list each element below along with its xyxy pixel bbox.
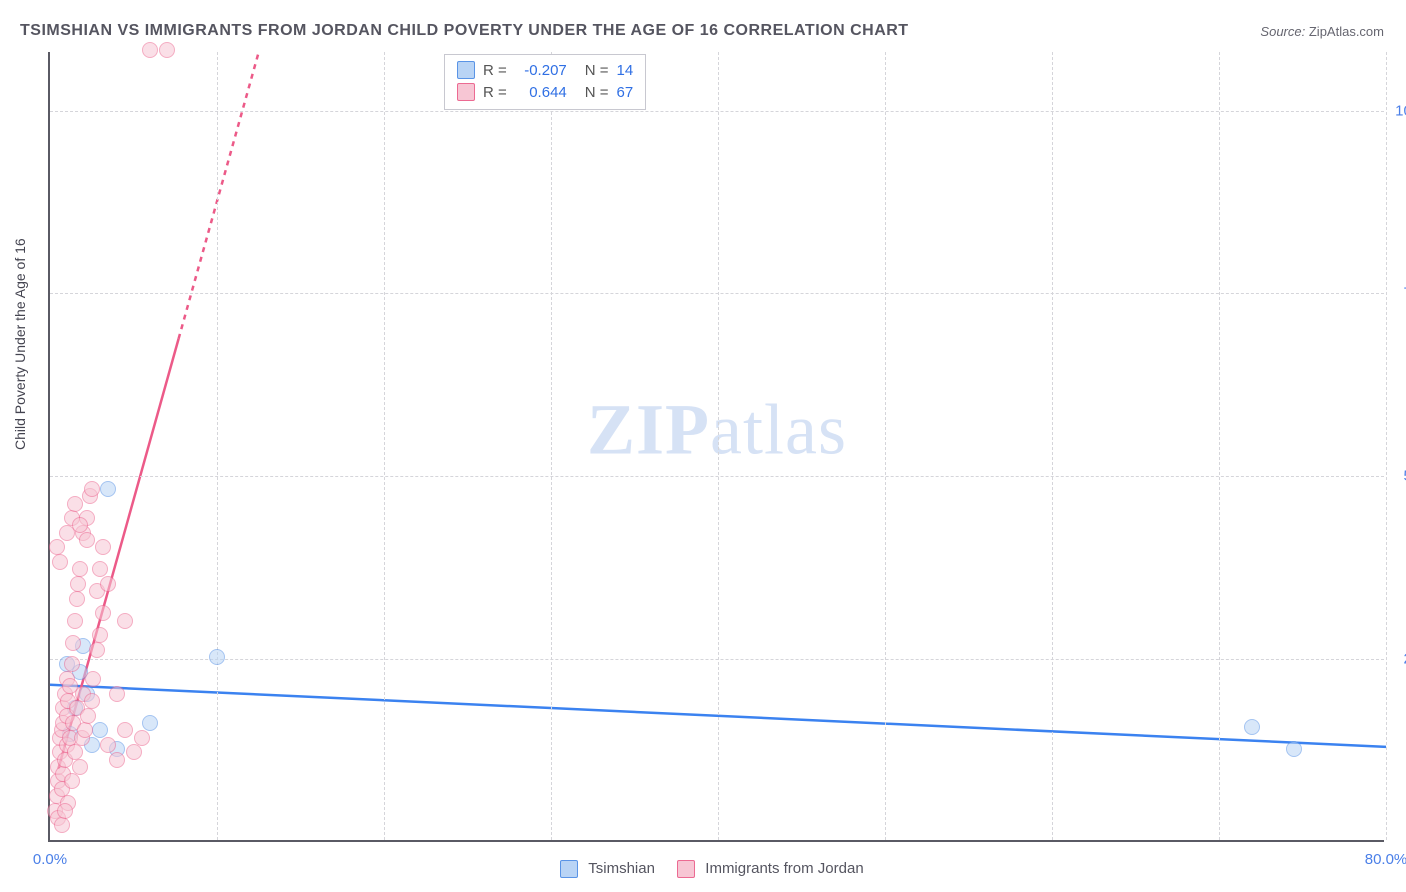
data-point bbox=[49, 539, 65, 555]
y-tick-label: 100.0% bbox=[1390, 102, 1406, 119]
data-point bbox=[92, 722, 108, 738]
source-label: Source: bbox=[1260, 24, 1305, 39]
data-point bbox=[100, 737, 116, 753]
gridline-h bbox=[50, 111, 1384, 112]
data-point bbox=[100, 576, 116, 592]
data-point bbox=[100, 481, 116, 497]
data-point bbox=[134, 730, 150, 746]
gridline-v bbox=[885, 52, 886, 840]
data-point bbox=[77, 722, 93, 738]
gridline-h bbox=[50, 293, 1384, 294]
data-point bbox=[84, 693, 100, 709]
gridline-v bbox=[551, 52, 552, 840]
y-axis-label: Child Poverty Under the Age of 16 bbox=[12, 238, 28, 450]
trend-lines-layer bbox=[50, 52, 1384, 840]
data-point bbox=[64, 656, 80, 672]
chart-title: TSIMSHIAN VS IMMIGRANTS FROM JORDAN CHIL… bbox=[20, 22, 909, 40]
data-point bbox=[89, 642, 105, 658]
data-point bbox=[69, 591, 85, 607]
gridline-v bbox=[384, 52, 385, 840]
data-point bbox=[84, 481, 100, 497]
data-point bbox=[117, 722, 133, 738]
legend-swatch bbox=[560, 860, 578, 878]
correlation-legend: R = -0.207 N = 14 R = 0.644 N = 67 bbox=[444, 54, 646, 110]
watermark: ZIPatlas bbox=[587, 389, 847, 472]
source-attribution: Source: ZipAtlas.com bbox=[1260, 24, 1384, 39]
data-point bbox=[92, 627, 108, 643]
data-point bbox=[1244, 719, 1260, 735]
source-value: ZipAtlas.com bbox=[1309, 24, 1384, 39]
legend-row: R = -0.207 N = 14 bbox=[457, 59, 633, 81]
data-point bbox=[72, 561, 88, 577]
data-point bbox=[159, 42, 175, 58]
data-point bbox=[142, 715, 158, 731]
r-value: 0.644 bbox=[515, 84, 567, 101]
data-point bbox=[1286, 741, 1302, 757]
n-value: 14 bbox=[617, 62, 634, 79]
n-label: N = bbox=[585, 62, 609, 79]
data-point bbox=[54, 817, 70, 833]
data-point bbox=[70, 576, 86, 592]
watermark-bold: ZIP bbox=[587, 390, 710, 470]
data-point bbox=[72, 759, 88, 775]
data-point bbox=[85, 671, 101, 687]
r-label: R = bbox=[483, 62, 507, 79]
data-point bbox=[109, 686, 125, 702]
gridline-h bbox=[50, 659, 1384, 660]
data-point bbox=[95, 605, 111, 621]
series-legend: Tsimshian Immigrants from Jordan bbox=[0, 860, 1406, 878]
y-tick-label: 75.0% bbox=[1390, 285, 1406, 302]
legend-row: R = 0.644 N = 67 bbox=[457, 81, 633, 103]
n-value: 67 bbox=[617, 84, 634, 101]
gridline-v bbox=[1052, 52, 1053, 840]
watermark-rest: atlas bbox=[710, 390, 847, 470]
data-point bbox=[52, 554, 68, 570]
y-tick-label: 50.0% bbox=[1390, 468, 1406, 485]
data-point bbox=[142, 42, 158, 58]
legend-label: Immigrants from Jordan bbox=[701, 860, 864, 877]
legend-swatch bbox=[457, 83, 475, 101]
data-point bbox=[65, 635, 81, 651]
data-point bbox=[95, 539, 111, 555]
r-value: -0.207 bbox=[515, 62, 567, 79]
data-point bbox=[57, 803, 73, 819]
gridline-v bbox=[1386, 52, 1387, 840]
data-point bbox=[72, 517, 88, 533]
data-point bbox=[80, 708, 96, 724]
r-label: R = bbox=[483, 84, 507, 101]
y-tick-label: 25.0% bbox=[1390, 651, 1406, 668]
legend-swatch bbox=[457, 61, 475, 79]
legend-label: Tsimshian bbox=[584, 860, 659, 877]
data-point bbox=[126, 744, 142, 760]
gridline-v bbox=[718, 52, 719, 840]
data-point bbox=[64, 773, 80, 789]
data-point bbox=[209, 649, 225, 665]
data-point bbox=[92, 561, 108, 577]
chart-plot-area: ZIPatlas 25.0%50.0%75.0%100.0%0.0%80.0% bbox=[48, 52, 1384, 842]
legend-swatch bbox=[677, 860, 695, 878]
gridline-h bbox=[50, 476, 1384, 477]
data-point bbox=[117, 613, 133, 629]
data-point bbox=[109, 752, 125, 768]
gridline-v bbox=[217, 52, 218, 840]
data-point bbox=[67, 496, 83, 512]
data-point bbox=[79, 532, 95, 548]
gridline-v bbox=[1219, 52, 1220, 840]
n-label: N = bbox=[585, 84, 609, 101]
data-point bbox=[67, 744, 83, 760]
data-point bbox=[67, 613, 83, 629]
